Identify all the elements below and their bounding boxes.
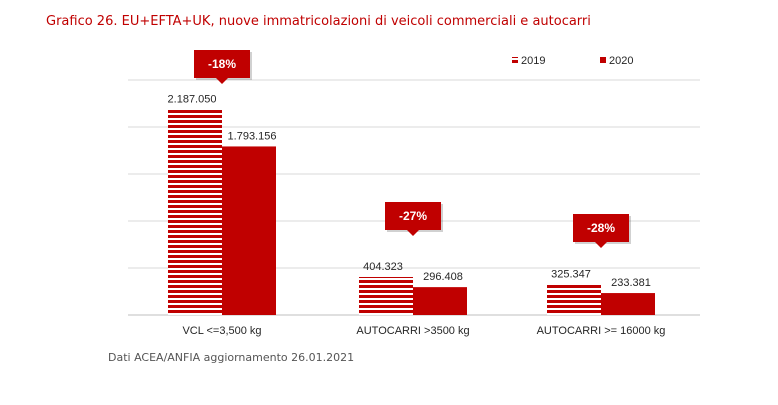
- change-callout-label: -18%: [208, 57, 236, 71]
- data-label-2019-2: 404.323: [363, 261, 403, 273]
- change-callout-3: -28%: [573, 214, 631, 248]
- data-label-2020-3: 233.381: [611, 277, 651, 289]
- bar-2020-2: [413, 287, 467, 315]
- legend-swatch: [600, 57, 606, 63]
- legend-item-2019: 2019: [512, 55, 545, 67]
- change-callout-2: -27%: [385, 202, 443, 236]
- legend-label: 2020: [609, 55, 633, 67]
- change-callout-1: -18%: [194, 50, 252, 84]
- category-label-3: AUTOCARRI >= 16000 kg: [537, 325, 666, 337]
- data-label-2020-2: 296.408: [423, 271, 463, 283]
- change-callouts: -18% -27% -28%: [194, 50, 631, 248]
- data-labels: 2.187.050 1.793.156 404.323 296.408 325.347 2…: [168, 93, 651, 289]
- legend-item-2020: 2020: [600, 55, 633, 67]
- chart-title: Grafico 26. EU+EFTA+UK, nuove immatricol…: [46, 14, 591, 29]
- bar-2019-2: [359, 276, 413, 315]
- bar-2019-1: [168, 109, 222, 315]
- legend: 2019 2020: [512, 55, 633, 67]
- bar-2020-1: [222, 146, 276, 315]
- bars: [168, 109, 655, 315]
- category-label-2: AUTOCARRI >3500 kg: [356, 325, 469, 337]
- data-label-2019-1: 2.187.050: [168, 93, 217, 105]
- data-label-2020-1: 1.793.156: [228, 130, 277, 142]
- category-label-1: VCL <=3,500 kg: [182, 325, 261, 337]
- legend-label: 2019: [521, 55, 545, 67]
- category-labels: VCL <=3,500 kg AUTOCARRI >3500 kg AUTOCARR…: [182, 325, 665, 337]
- chart-source-note: Dati ACEA/ANFIA aggiornamento 26.01.2021: [108, 351, 355, 364]
- bar-2019-3: [547, 284, 601, 315]
- change-callout-label: -28%: [587, 221, 615, 235]
- bar-2020-3: [601, 293, 655, 315]
- legend-swatch: [512, 57, 518, 63]
- change-callout-label: -27%: [399, 209, 427, 223]
- data-label-2019-3: 325.347: [551, 268, 591, 280]
